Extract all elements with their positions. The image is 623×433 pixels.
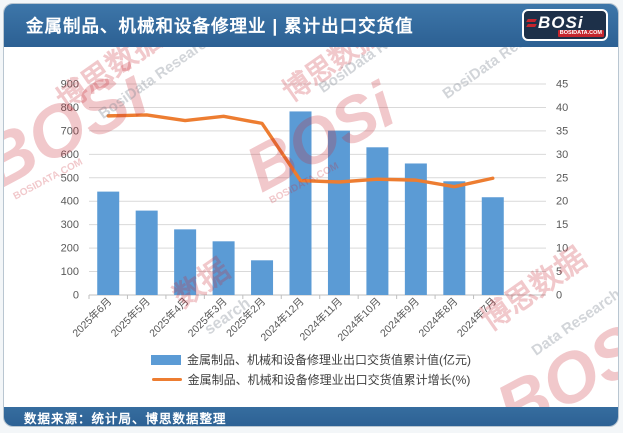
data-source: 数据来源：统计局、博思数据整理 [24,412,227,426]
right-axis-tick: 0 [556,290,562,302]
line-swatch-icon [151,377,182,382]
left-axis-tick: 200 [61,243,79,255]
right-axis-tick: 45 [556,79,568,91]
bar [443,181,466,295]
bar-swatch-icon [151,354,181,365]
left-axis-tick: 0 [73,290,79,302]
right-axis-tick: 40 [556,102,568,114]
bar [97,191,120,295]
x-axis-label: 2024年9月 [377,295,422,340]
left-axis-tick: 400 [61,196,79,208]
bar [481,197,504,295]
bar [135,210,158,295]
logo-text: BOSi [538,13,584,32]
legend: 金属制品、机械和设备修理业出口交货值累计值(亿元) 金属制品、机械和设备修理业出… [4,351,618,388]
bar [404,163,427,295]
right-axis-tick: 30 [556,149,568,161]
x-axis-label: 2025年5月 [108,295,153,340]
chart-canvas: 0 100 200 300 400 500 600 700 800 900 0 5 10 15 20 25 30… [61,79,569,344]
left-axis-tick: 800 [61,102,79,114]
legend-item-bar: 金属制品、机械和设备修理业出口交货值累计值(亿元) [151,351,471,368]
footer-bar: 数据来源：统计局、博思数据整理 [4,407,618,426]
left-axis-tick: 900 [61,79,79,91]
logo-stripe-icon [526,24,537,27]
chart-area: 0 100 200 300 400 500 600 700 800 900 0 5 10 15 20 25 30… [4,47,618,407]
bar [251,260,274,295]
legend-item-line: 金属制品、机械和设备修理业出口交货值累计增长(%) [151,371,471,388]
bar [174,229,197,295]
right-axis-tick: 20 [556,196,568,208]
right-axis-tick: 25 [556,172,568,184]
x-axis-label: 2024年8月 [416,295,461,340]
chart-card: 金属制品、机械和设备修理业 | 累计出口交货值 BOSi BOSIDATA.CO… [3,3,619,427]
left-axis-tick: 600 [61,149,79,161]
bar [289,111,312,296]
legend-label-line: 金属制品、机械和设备修理业出口交货值累计增长(%) [187,373,471,387]
left-axis-tick: 700 [61,125,79,137]
right-axis-tick: 5 [556,266,562,278]
left-axis-tick: 100 [61,266,79,278]
right-axis-tick: 10 [556,243,568,255]
legend-label-bar: 金属制品、机械和设备修理业出口交货值累计值(亿元) [187,353,471,367]
x-axis-label: 2025年3月 [185,295,230,340]
left-axis-tick: 300 [61,219,79,231]
bar [212,241,235,295]
header-bar: 金属制品、机械和设备修理业 | 累计出口交货值 BOSi BOSIDATA.CO… [4,4,618,47]
growth-line [106,113,495,189]
bosi-logo: BOSi BOSIDATA.COM [522,9,608,41]
x-axis-label: 2024年7月 [454,295,499,340]
chart-title: 金属制品、机械和设备修理业 | 累计出口交货值 [26,16,414,36]
bar [366,147,389,295]
bar [327,130,350,295]
x-axis-label: 2025年6月 [70,295,115,340]
left-axis-tick: 500 [61,172,79,184]
right-axis-tick: 15 [556,219,568,231]
x-axis-label: 2025年4月 [147,295,192,340]
logo-domain-text: BOSIDATA.COM [557,30,604,37]
logo-stripe-icon [526,19,537,22]
right-axis-tick: 35 [556,125,568,137]
